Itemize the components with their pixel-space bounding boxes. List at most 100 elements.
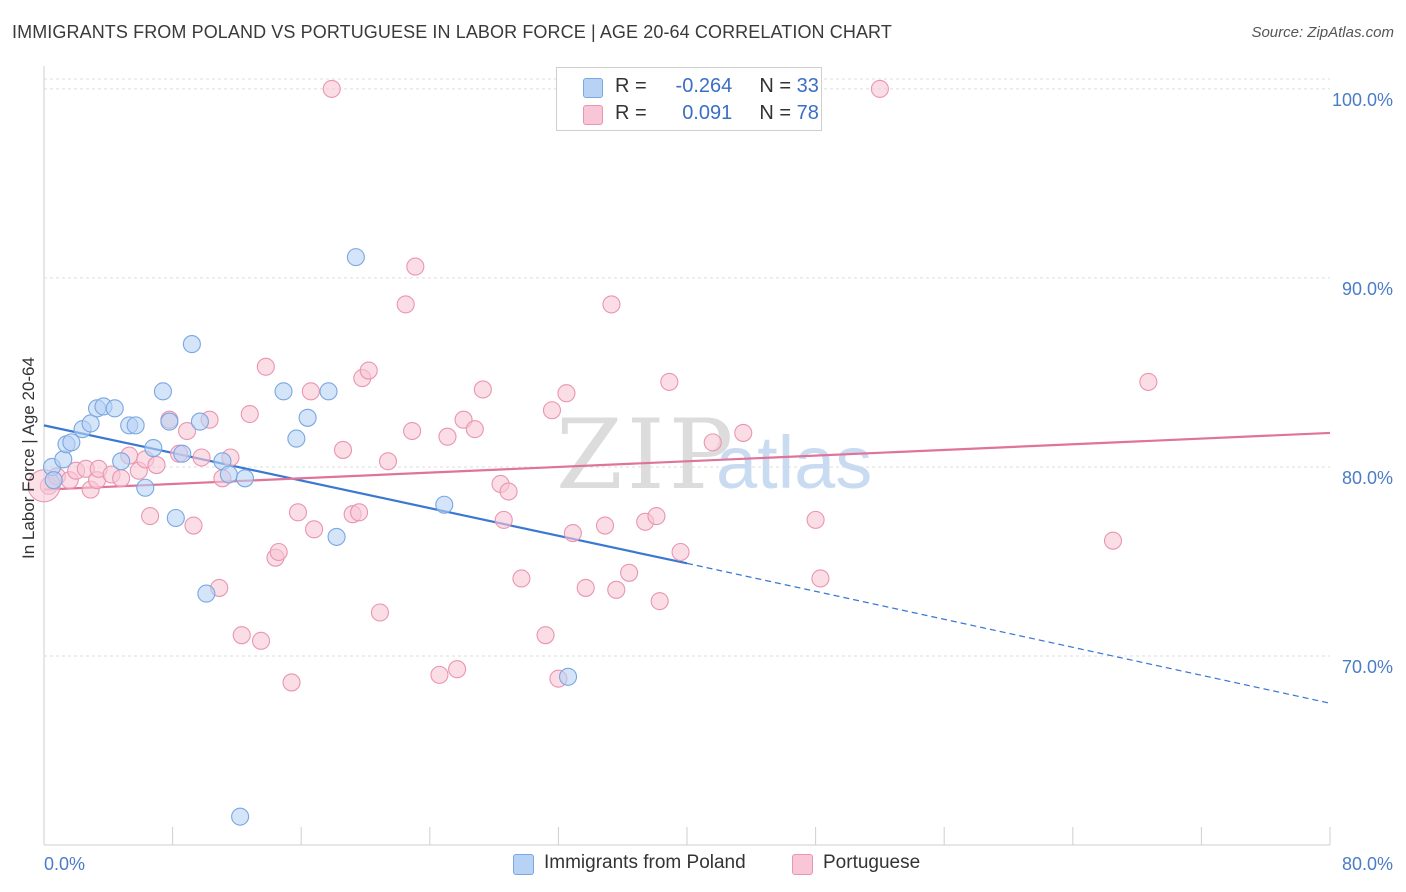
point-poland bbox=[126, 416, 145, 435]
point-poland bbox=[327, 527, 346, 546]
point-portuguese bbox=[112, 469, 131, 488]
point-portuguese bbox=[660, 372, 679, 391]
point-poland bbox=[136, 478, 155, 497]
point-poland bbox=[319, 382, 338, 401]
chart-title: IMMIGRANTS FROM POLAND VS PORTUGUESE IN … bbox=[12, 22, 892, 42]
point-portuguese bbox=[301, 382, 320, 401]
point-poland bbox=[62, 433, 81, 452]
point-portuguese bbox=[184, 516, 203, 535]
point-portuguese bbox=[602, 295, 621, 314]
legend-r-value: -0.264 bbox=[675, 75, 733, 97]
point-portuguese bbox=[536, 626, 555, 645]
point-portuguese bbox=[141, 507, 160, 526]
trend-line-poland-extension bbox=[686, 562, 1331, 704]
point-portuguese bbox=[1103, 531, 1123, 550]
point-portuguese bbox=[595, 516, 615, 535]
point-portuguese bbox=[811, 569, 830, 588]
point-portuguese bbox=[251, 631, 271, 650]
point-poland bbox=[197, 584, 216, 603]
axes bbox=[43, 66, 1331, 846]
stats-legend: R = -0.264 N = 33 R = 0.091 N = 78 bbox=[556, 67, 822, 131]
point-poland bbox=[287, 429, 306, 448]
legend-swatch-portuguese bbox=[583, 105, 603, 125]
bottom-legend-label-portuguese: Portuguese bbox=[823, 852, 921, 873]
point-portuguese bbox=[542, 401, 562, 420]
point-poland bbox=[235, 469, 254, 488]
point-poland bbox=[166, 508, 185, 528]
point-portuguese bbox=[269, 542, 288, 562]
point-portuguese bbox=[430, 665, 449, 684]
point-poland bbox=[144, 438, 163, 458]
point-portuguese bbox=[512, 569, 531, 588]
watermark-zip: ZIP bbox=[556, 399, 737, 511]
point-portuguese bbox=[703, 433, 722, 452]
legend-r-label: R = bbox=[615, 75, 647, 97]
point-portuguese bbox=[499, 482, 518, 501]
bottom-legend-swatch-portuguese bbox=[792, 854, 813, 875]
source-label[interactable]: Source: ZipAtlas.com bbox=[1251, 24, 1394, 41]
point-poland bbox=[274, 382, 293, 401]
point-portuguese bbox=[465, 420, 484, 439]
legend-swatch-poland bbox=[583, 78, 603, 98]
point-poland bbox=[54, 450, 73, 469]
y-axis-label: In Labor Force | Age 20-64 bbox=[19, 357, 38, 559]
point-poland bbox=[105, 399, 124, 418]
point-portuguese bbox=[359, 361, 378, 380]
point-portuguese bbox=[620, 563, 639, 582]
point-poland bbox=[44, 471, 63, 490]
point-portuguese bbox=[147, 456, 166, 475]
point-portuguese bbox=[557, 384, 576, 403]
point-portuguese bbox=[396, 295, 415, 314]
legend-n-label: N = bbox=[759, 102, 792, 124]
x-tick-label-min: 0.0% bbox=[44, 854, 85, 874]
point-portuguese bbox=[403, 421, 422, 441]
bottom-legend-swatch-poland bbox=[513, 854, 534, 875]
y-tick-label: 90.0% bbox=[1342, 279, 1393, 299]
point-portuguese bbox=[378, 452, 398, 471]
point-portuguese bbox=[370, 603, 390, 622]
point-portuguese bbox=[734, 423, 753, 442]
point-portuguese bbox=[647, 507, 666, 526]
point-poland bbox=[173, 444, 192, 463]
point-poland bbox=[81, 414, 100, 433]
point-portuguese bbox=[232, 626, 251, 645]
point-poland bbox=[112, 452, 131, 471]
point-poland bbox=[231, 807, 250, 826]
x-tick-label-max: 80.0% bbox=[1342, 854, 1393, 874]
point-portuguese bbox=[494, 510, 513, 529]
point-poland bbox=[182, 335, 201, 354]
point-portuguese bbox=[563, 524, 582, 543]
grid-lines bbox=[44, 78, 1330, 657]
point-poland bbox=[219, 465, 238, 484]
point-portuguese bbox=[806, 510, 825, 529]
point-portuguese bbox=[240, 404, 259, 424]
point-portuguese bbox=[671, 542, 690, 562]
y-tick-label: 70.0% bbox=[1342, 657, 1393, 677]
point-portuguese bbox=[288, 503, 308, 522]
legend-n-value: 78 bbox=[796, 102, 819, 124]
legend-n-value: 33 bbox=[796, 75, 819, 97]
point-portuguese bbox=[473, 380, 492, 399]
point-portuguese bbox=[438, 427, 457, 446]
y-tick-label: 100.0% bbox=[1332, 90, 1393, 110]
point-portuguese bbox=[282, 673, 301, 692]
point-portuguese bbox=[870, 79, 889, 98]
point-portuguese bbox=[256, 357, 275, 376]
tick-labels: 70.0% 80.0% 90.0% 100.0% 0.0% 80.0% bbox=[44, 90, 1393, 874]
point-portuguese bbox=[607, 580, 626, 599]
point-poland bbox=[346, 248, 365, 267]
point-poland bbox=[160, 412, 179, 431]
point-portuguese bbox=[322, 79, 341, 98]
point-portuguese bbox=[576, 578, 595, 597]
point-poland bbox=[153, 382, 173, 401]
y-tick-label: 80.0% bbox=[1342, 468, 1393, 488]
point-portuguese bbox=[305, 520, 324, 539]
point-portuguese bbox=[448, 660, 467, 679]
point-poland bbox=[298, 408, 317, 427]
point-poland bbox=[190, 412, 209, 431]
point-portuguese bbox=[350, 503, 369, 522]
point-portuguese bbox=[1139, 372, 1158, 391]
legend-r-label: R = bbox=[615, 102, 647, 124]
legend-r-value: 0.091 bbox=[682, 102, 733, 124]
point-poland bbox=[558, 667, 578, 686]
